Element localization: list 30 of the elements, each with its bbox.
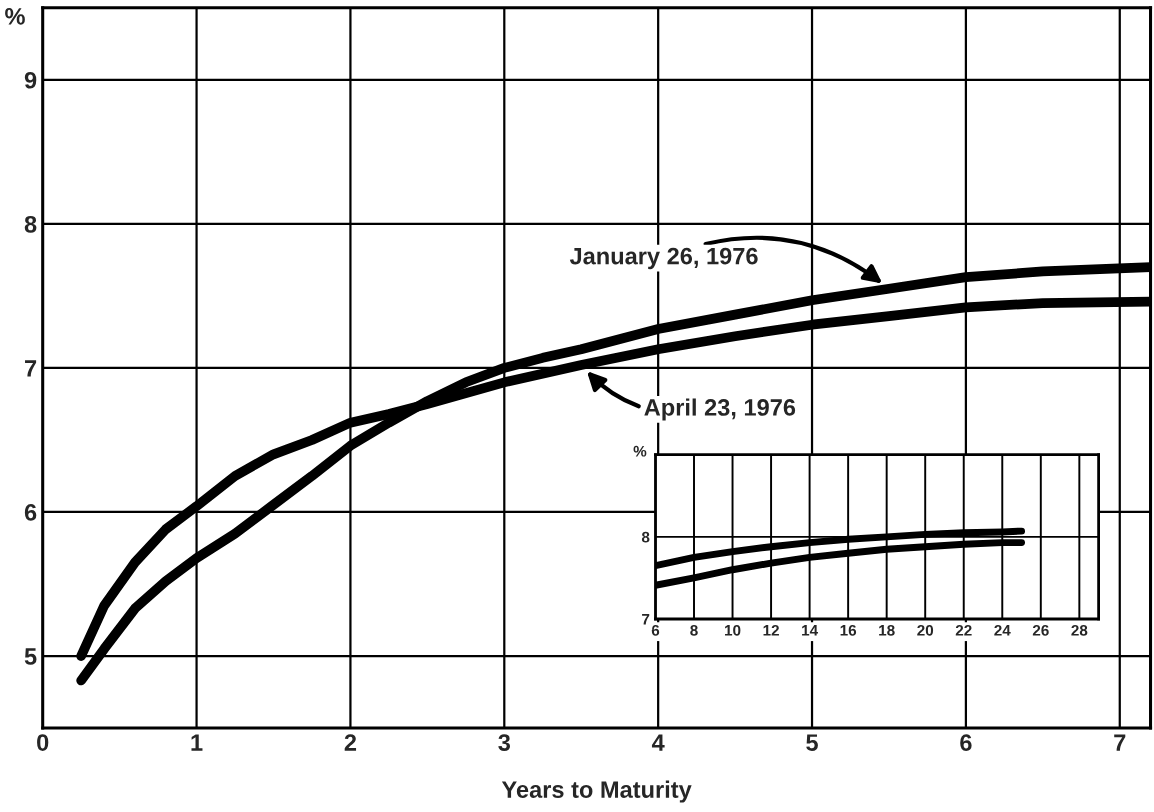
- x-tick-label: 24: [994, 624, 1011, 636]
- y-tick-label: 9: [24, 71, 37, 89]
- x-tick-label: 5: [806, 734, 818, 751]
- x-tick-label: 2: [344, 734, 357, 751]
- x-tick-label: 28: [1071, 624, 1088, 636]
- x-tick-label: 16: [840, 624, 857, 636]
- x-tick-label: 7: [1114, 734, 1126, 751]
- x-tick-label: 6: [651, 624, 660, 636]
- x-tick-label: 12: [763, 624, 779, 636]
- x-tick-label: 3: [498, 734, 511, 751]
- x-tick-label: 22: [955, 624, 972, 636]
- y-tick-label: 5: [24, 648, 37, 665]
- y-axis-title: %: [633, 445, 647, 457]
- x-tick-label: 0: [37, 734, 49, 751]
- x-tick-label: 6: [960, 734, 972, 751]
- x-axis-title: Years to Maturity: [501, 780, 692, 803]
- series-label: January 26, 1976: [569, 247, 758, 270]
- x-tick-label: 26: [1032, 624, 1049, 636]
- x-tick-label: 14: [802, 625, 819, 636]
- x-tick-label: 10: [725, 624, 741, 636]
- y-tick-label: 8: [24, 215, 37, 233]
- x-tick-label: 8: [690, 624, 698, 636]
- x-tick-label: 20: [917, 624, 934, 636]
- y-tick-label: 6: [24, 504, 37, 521]
- y-axis-title: %: [5, 8, 25, 25]
- x-tick-label: 4: [651, 734, 665, 751]
- x-tick-label: 1: [191, 734, 203, 751]
- x-tick-label: 18: [879, 624, 895, 636]
- series-label: April 23, 1976: [644, 398, 796, 421]
- y-tick-label: 7: [25, 360, 37, 377]
